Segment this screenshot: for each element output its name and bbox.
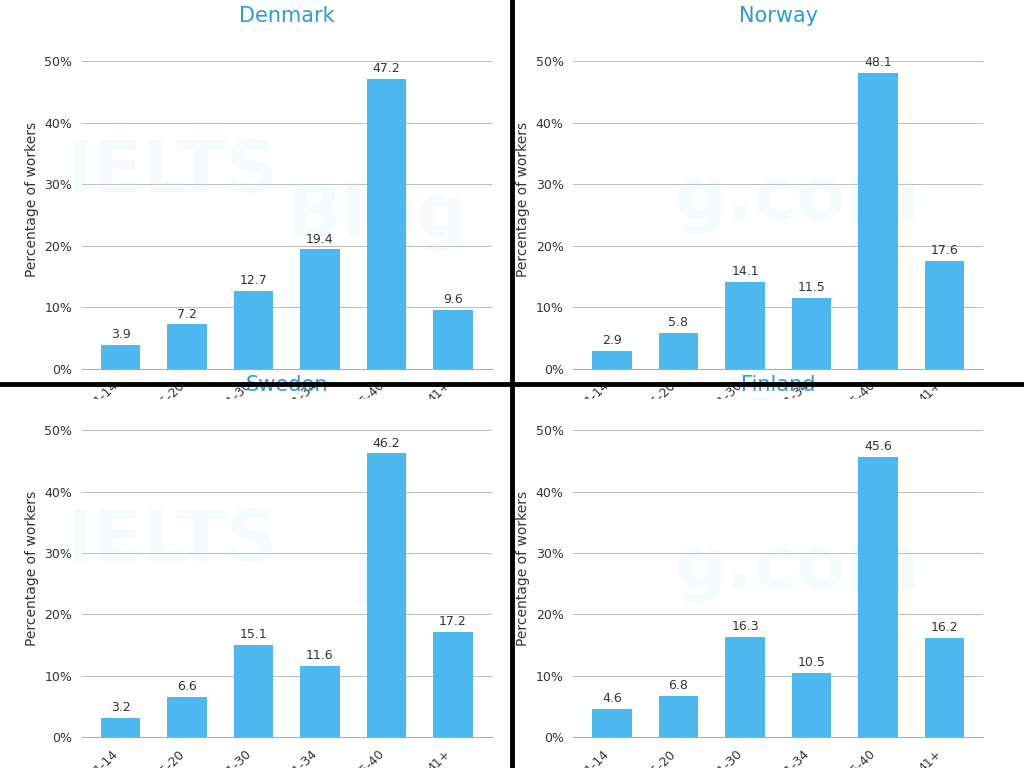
Text: g.com: g.com [675, 534, 923, 603]
Bar [592, 351, 632, 369]
Text: 9.6: 9.6 [443, 293, 463, 306]
Text: 14.1: 14.1 [731, 265, 759, 278]
Text: 11.5: 11.5 [798, 281, 825, 294]
Bar [858, 457, 898, 737]
Bar [792, 673, 831, 737]
Text: 16.2: 16.2 [931, 621, 958, 634]
Text: 17.6: 17.6 [931, 243, 958, 257]
Y-axis label: Percentage of workers: Percentage of workers [516, 122, 530, 277]
Text: Blog: Blog [286, 182, 468, 251]
Text: 6.6: 6.6 [177, 680, 197, 693]
Text: 4.6: 4.6 [602, 692, 622, 705]
Y-axis label: Percentage of workers: Percentage of workers [516, 491, 530, 646]
Bar [167, 324, 207, 369]
Text: IELTS: IELTS [67, 138, 278, 207]
Bar [167, 697, 207, 737]
X-axis label: Hours per week: Hours per week [232, 417, 341, 432]
Bar [725, 282, 765, 369]
Bar [433, 631, 473, 737]
Text: 47.2: 47.2 [373, 62, 400, 75]
Text: 48.1: 48.1 [864, 56, 892, 69]
Text: 16.3: 16.3 [731, 621, 759, 634]
Y-axis label: Percentage of workers: Percentage of workers [25, 491, 39, 646]
Bar [433, 310, 473, 369]
Bar [925, 637, 965, 737]
Bar [592, 709, 632, 737]
Title: Sweden: Sweden [246, 375, 328, 395]
Text: 5.8: 5.8 [669, 316, 688, 329]
Text: IELTS: IELTS [67, 507, 278, 576]
Bar [658, 696, 698, 737]
Bar [300, 250, 340, 369]
Title: Norway: Norway [738, 6, 818, 26]
Text: 11.6: 11.6 [306, 649, 334, 662]
Text: 17.2: 17.2 [439, 615, 467, 628]
Title: Denmark: Denmark [239, 6, 335, 26]
Bar [300, 666, 340, 737]
Text: 3.2: 3.2 [111, 701, 130, 714]
Text: 6.8: 6.8 [669, 679, 688, 692]
Text: B: B [349, 551, 404, 620]
Bar [233, 644, 273, 737]
Bar [725, 637, 765, 737]
Bar [858, 73, 898, 369]
Y-axis label: Percentage of workers: Percentage of workers [25, 122, 39, 277]
Text: g.com: g.com [675, 165, 923, 234]
Bar [792, 298, 831, 369]
Bar [233, 290, 273, 369]
Bar [925, 260, 965, 369]
Text: 46.2: 46.2 [373, 437, 400, 450]
Bar [367, 453, 407, 737]
Text: 2.9: 2.9 [602, 334, 622, 347]
Bar [658, 333, 698, 369]
Text: 7.2: 7.2 [177, 308, 197, 321]
Bar [100, 345, 140, 369]
Title: Finland: Finland [741, 375, 815, 395]
Text: 12.7: 12.7 [240, 274, 267, 287]
Text: 15.1: 15.1 [240, 627, 267, 641]
X-axis label: Hours per week: Hours per week [724, 417, 833, 432]
Text: 19.4: 19.4 [306, 233, 334, 246]
Text: 10.5: 10.5 [798, 656, 825, 669]
Bar [100, 717, 140, 737]
Text: 3.9: 3.9 [111, 328, 130, 341]
Text: 45.6: 45.6 [864, 440, 892, 453]
Bar [367, 78, 407, 369]
